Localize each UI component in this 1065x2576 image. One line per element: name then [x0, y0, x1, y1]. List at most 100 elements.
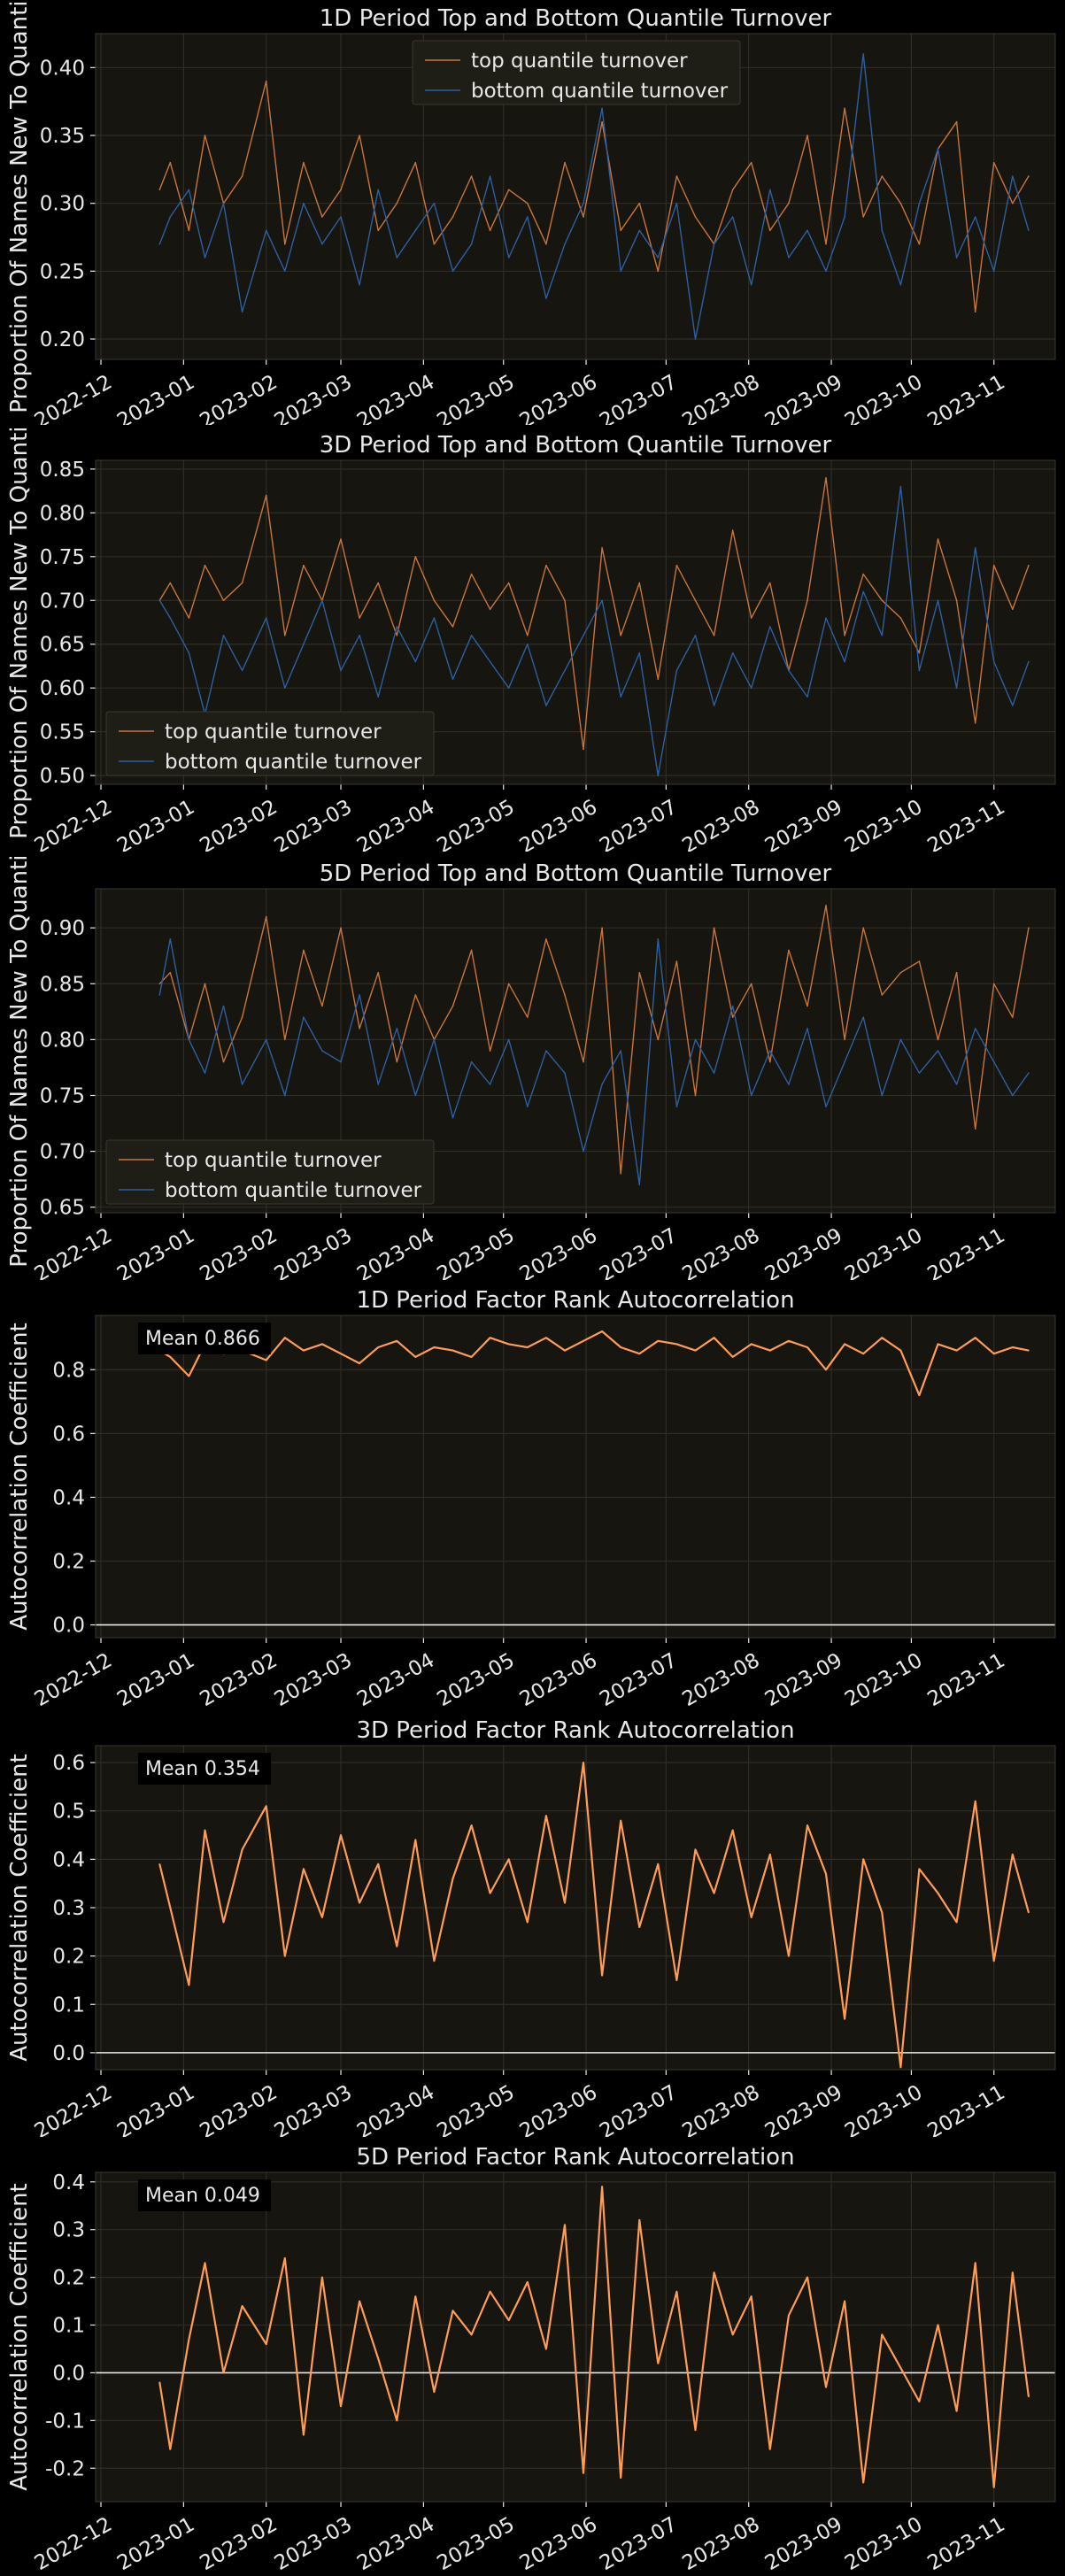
data-point [992, 983, 995, 985]
data-point [750, 617, 752, 619]
data-point [583, 216, 584, 218]
chart-1d-turnover-svg: 1D Period Top and Bottom Quantile Turnov… [6, 0, 1056, 425]
data-point [396, 1060, 398, 1063]
plot-frame [95, 33, 1056, 360]
y-axis-label: Proportion Of Names New To Quantile [6, 855, 33, 1268]
data-point [583, 2472, 584, 2474]
y-tick-label: 0.40 [40, 57, 85, 80]
mean-annotation: Mean 0.354 [138, 1753, 271, 1785]
data-point [377, 189, 380, 191]
data-point [188, 189, 190, 191]
data-point [451, 678, 454, 681]
data-point [414, 660, 417, 663]
data-point [806, 229, 808, 232]
chart-title: 1D Period Top and Bottom Quantile Turnov… [320, 5, 832, 32]
x-tick-label: 2023-03 [271, 796, 356, 852]
data-point [955, 971, 958, 974]
data-point [788, 949, 790, 952]
data-point [955, 1084, 958, 1085]
data-point [844, 1038, 845, 1041]
data-point [527, 1346, 529, 1348]
data-point [899, 202, 902, 204]
data-point [881, 175, 884, 177]
y-tick-label: 0.2 [52, 1946, 85, 1969]
x-tick-label: 2023-09 [761, 1649, 846, 1708]
data-point [825, 243, 827, 245]
x-tick-label: 2023-11 [924, 796, 1009, 852]
data-point [657, 257, 660, 258]
data-point [321, 599, 323, 602]
data-point [657, 678, 660, 681]
y-tick-label: 0.35 [40, 125, 85, 148]
data-point [507, 1343, 510, 1346]
data-point [675, 960, 678, 962]
data-point [657, 270, 660, 273]
data-point [507, 983, 510, 985]
data-point [955, 599, 958, 602]
x-tick-label: 2023-03 [271, 2081, 356, 2137]
data-point [489, 1050, 491, 1052]
data-point [433, 1038, 436, 1041]
x-tick-label: 2023-02 [196, 1224, 281, 1280]
y-tick-label: 0.2 [52, 1551, 85, 1574]
x-tick-label: 2023-05 [433, 796, 518, 852]
data-point [321, 2276, 323, 2279]
data-point [545, 243, 547, 245]
data-point [713, 1337, 715, 1338]
data-point [788, 257, 790, 258]
y-tick-label: 0.50 [40, 765, 85, 788]
y-tick-label: 0.65 [40, 1197, 85, 1220]
mean-annotation-text: Mean 0.354 [145, 1758, 260, 1780]
x-tick-label: 2023-01 [113, 2081, 198, 2137]
data-point [844, 216, 845, 218]
y-tick-label: 0.65 [40, 634, 85, 657]
y-tick-label: 0.0 [52, 2362, 85, 2385]
data-point [657, 1863, 660, 1865]
data-point [992, 564, 995, 567]
data-point [583, 202, 584, 204]
data-point [359, 135, 360, 136]
data-point [507, 257, 510, 258]
y-tick-label: 0.85 [40, 973, 85, 996]
data-point [321, 1343, 323, 1346]
y-tick-label: 0.3 [52, 2219, 85, 2242]
data-point [1028, 660, 1030, 663]
data-point [241, 2305, 243, 2307]
data-point [862, 216, 864, 218]
data-point [955, 1921, 958, 1924]
x-tick-label: 2023-10 [841, 1649, 926, 1708]
y-tick-label: 0.5 [52, 1801, 85, 1824]
data-point [918, 1868, 921, 1870]
data-point [1012, 175, 1014, 177]
x-tick-label: 2022-12 [31, 371, 116, 425]
y-axis-label: Autocorrelation Coefficient [6, 1323, 33, 1631]
chart-1d-autocorr-svg: 1D Period Factor Rank Autocorrelation 0.0… [6, 1287, 1056, 1708]
x-tick-label: 2023-03 [271, 371, 356, 425]
data-point [638, 1184, 641, 1186]
series-line-autocorrelation [158, 2186, 1030, 2488]
data-point [545, 705, 547, 706]
x-tick-label: 2022-12 [31, 1649, 116, 1708]
data-point [937, 1038, 939, 1041]
data-point [713, 1072, 715, 1074]
data-point [169, 1907, 172, 1909]
chart-3d-autocorr-svg: 3D Period Factor Rank Autocorrelation 0.0… [6, 1717, 1056, 2137]
data-point [158, 2381, 161, 2383]
data-point [862, 590, 864, 593]
y-tick-label: 0.90 [40, 917, 85, 940]
data-point [470, 1060, 473, 1063]
data-point [713, 2271, 715, 2273]
data-point [204, 1829, 206, 1832]
data-point [974, 216, 976, 218]
data-point [825, 617, 827, 619]
data-point [638, 1926, 641, 1928]
data-point [955, 2410, 958, 2412]
data-point [507, 582, 510, 584]
x-tick-label: 2023-04 [353, 1224, 438, 1280]
data-point [545, 1337, 547, 1338]
x-tick-label: 2023-06 [516, 1224, 601, 1280]
y-tick-label: -0.2 [45, 2457, 85, 2480]
data-point [489, 1337, 491, 1338]
data-point [169, 938, 172, 940]
data-point [470, 2333, 473, 2336]
